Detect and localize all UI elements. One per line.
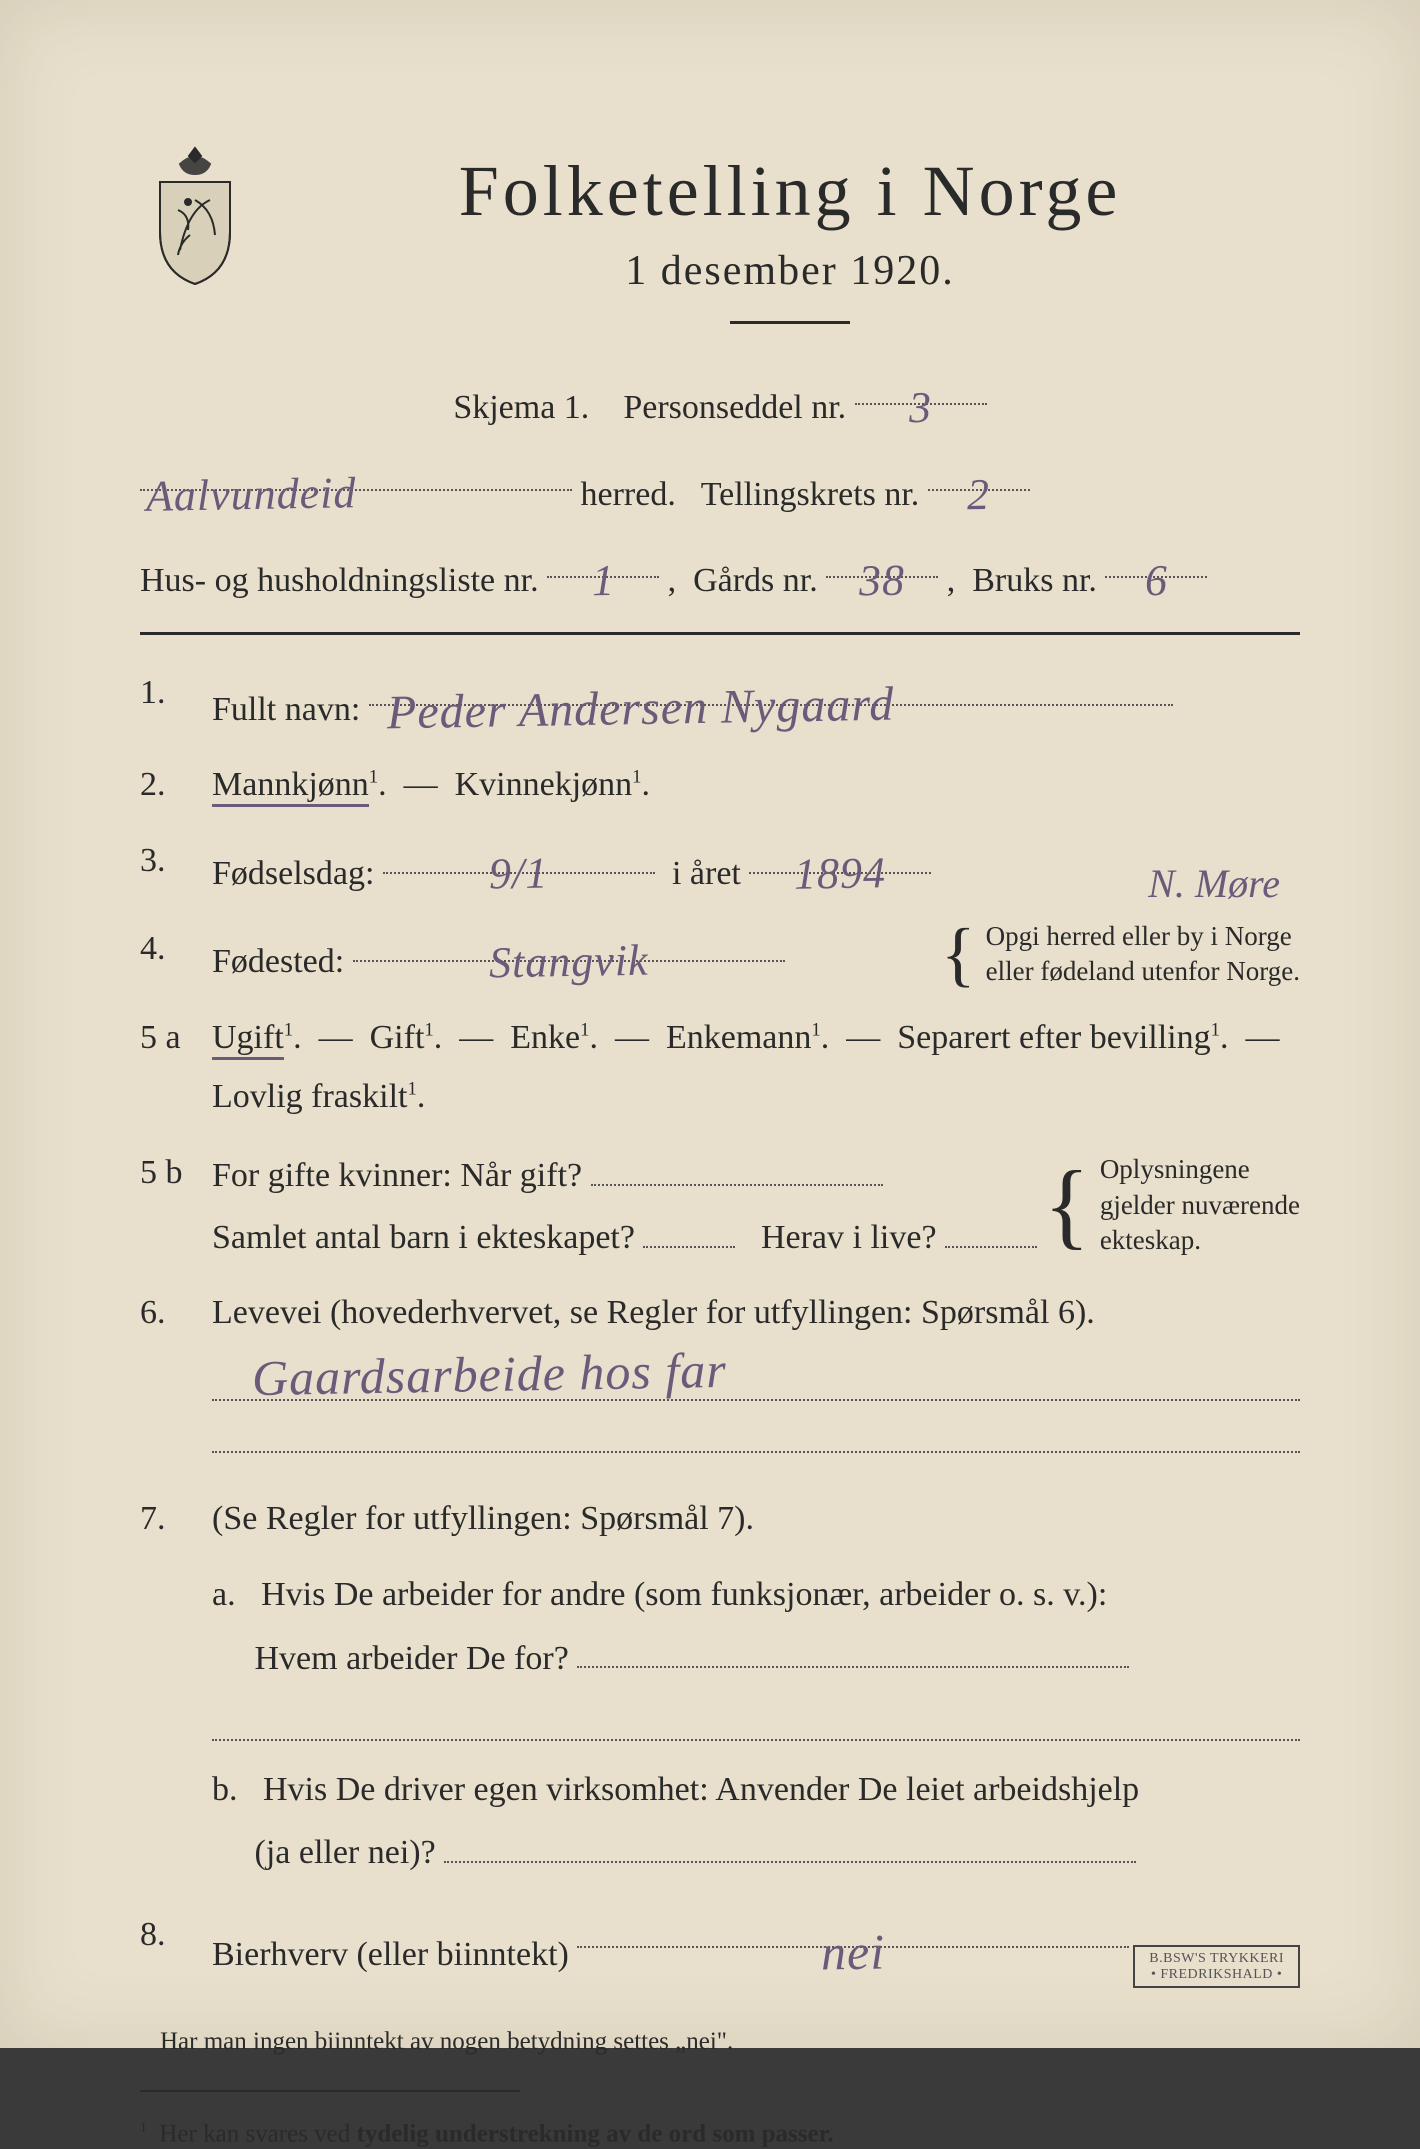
q4-note: { Opgi herred eller by i Norge eller fød…	[941, 919, 1300, 989]
main-title: Folketelling i Norge	[280, 150, 1300, 233]
meta-line-1: Skjema 1. Personseddel nr. 3	[140, 362, 1300, 441]
q5a-num: 5 a	[140, 1008, 194, 1127]
q5a-separert: Separert efter bevilling	[897, 1019, 1210, 1056]
personseddel-value: 3	[855, 362, 987, 405]
q3: 3. Fødselsdag: 9/1 i året 1894 N. Møre	[140, 831, 1300, 904]
footnote: 1 Her kan svares ved tydelig understrekn…	[140, 2120, 1300, 2148]
bruks-value: 6	[1105, 535, 1207, 578]
census-form-page: Folketelling i Norge 1 desember 1920. Sk…	[0, 0, 1420, 2048]
q6-value: Gaardsarbeide hos far	[252, 1341, 728, 1407]
meta-line-2: Aalvundeid herred. Tellingskrets nr. 2	[140, 449, 1300, 528]
q1-value: Peder Andersen Nygaard	[369, 663, 1173, 706]
q3-year: 1894	[749, 831, 931, 874]
q3-num: 3.	[140, 831, 194, 904]
title-divider	[730, 321, 850, 324]
q5a: 5 a Ugift1. — Gift1. — Enke1. — Enkemann…	[140, 1008, 1300, 1127]
q3-annotation: N. Møre	[1148, 849, 1280, 919]
q7a-text1: Hvis De arbeider for andre (som funksjon…	[261, 1576, 1107, 1613]
q7b-label: b.	[212, 1771, 238, 1808]
q6-label: Levevei (hovederhvervet, se Regler for u…	[212, 1294, 1095, 1331]
q5b-line2a: Samlet antal barn i ekteskapet?	[212, 1219, 635, 1256]
skjema-label: Skjema 1.	[453, 389, 589, 426]
husliste-label: Hus- og husholdningsliste nr.	[140, 562, 539, 599]
q6-blank-line	[212, 1411, 1300, 1453]
subtitle: 1 desember 1920.	[280, 247, 1300, 295]
q5b-note: { Oplysningene gjelder nuværende ekteska…	[1044, 1152, 1300, 1257]
herred-value: Aalvundeid	[140, 449, 572, 492]
header: Folketelling i Norge 1 desember 1920.	[140, 140, 1300, 352]
q7: 7. (Se Regler for utfyllingen: Spørsmål …	[140, 1489, 1300, 1549]
gards-label: Gårds nr.	[693, 562, 818, 599]
q7b: b. Hvis De driver egen virksomhet: Anven…	[212, 1759, 1300, 1883]
q7a: a. Hvis De arbeider for andre (som funks…	[212, 1564, 1300, 1688]
q4-num: 4.	[140, 919, 194, 992]
q2: 2. Mannkjønn1. — Kvinnekjønn1.	[140, 755, 1300, 815]
q7b-text2: (ja eller nei)?	[255, 1834, 436, 1871]
q5b-line1: For gifte kvinner: Når gift?	[212, 1157, 582, 1194]
bruks-label: Bruks nr.	[972, 562, 1097, 599]
q7a-value	[577, 1626, 1129, 1669]
q1: 1. Fullt navn: Peder Andersen Nygaard	[140, 663, 1300, 740]
q5b-gift-year	[591, 1143, 883, 1186]
footer-note: Har man ingen biinntekt av nogen betydni…	[160, 2028, 1300, 2056]
q5b-barn	[643, 1205, 735, 1248]
q2-kvinne: Kvinnekjønn	[455, 766, 633, 803]
q7a-label: a.	[212, 1576, 236, 1613]
q3-label: Fødselsdag:	[212, 855, 374, 892]
q5b-line2b: Herav i live?	[761, 1219, 937, 1256]
divider-top	[140, 632, 1300, 635]
husliste-value: 1	[547, 535, 659, 578]
tellingskrets-label: Tellingskrets nr.	[701, 476, 920, 513]
q6-num: 6.	[140, 1283, 194, 1343]
q2-num: 2.	[140, 755, 194, 815]
q8: 8. Bierhverv (eller biinntekt) nei	[140, 1905, 1300, 1985]
q7a-text2: Hvem arbeider De for?	[255, 1639, 569, 1676]
q8-label: Bierhverv (eller biinntekt)	[212, 1936, 569, 1973]
q8-value: nei	[577, 1905, 1129, 1948]
q4-value: Stangvik	[353, 919, 785, 962]
q4: 4. Fødested: Stangvik { Opgi herred elle…	[140, 919, 1300, 992]
meta-line-3: Hus- og husholdningsliste nr. 1 , Gårds …	[140, 535, 1300, 614]
coat-of-arms-icon	[140, 140, 250, 290]
q6: 6. Levevei (hovederhvervet, se Regler fo…	[140, 1283, 1300, 1343]
q7b-value	[444, 1820, 1136, 1863]
gards-value: 38	[826, 535, 938, 578]
q4-label: Fødested:	[212, 943, 344, 980]
q1-num: 1.	[140, 663, 194, 740]
herred-label: herred.	[581, 476, 676, 513]
q5b-num: 5 b	[140, 1143, 194, 1268]
q5a-ugift: Ugift	[212, 1019, 284, 1060]
title-block: Folketelling i Norge 1 desember 1920.	[280, 140, 1300, 352]
q5a-enkemann: Enkemann	[666, 1019, 811, 1056]
footnote-rule	[140, 2090, 520, 2092]
q5b-ilive	[945, 1205, 1037, 1248]
q5a-fraskilt: Lovlig fraskilt	[212, 1078, 407, 1115]
q5a-enke: Enke	[510, 1019, 580, 1056]
q1-label: Fullt navn:	[212, 691, 360, 728]
q5b: 5 b For gifte kvinner: Når gift? Samlet …	[140, 1143, 1300, 1268]
tellingskrets-value: 2	[928, 449, 1030, 492]
q3-day: 9/1	[383, 831, 655, 874]
q7a-blank-line	[212, 1699, 1300, 1741]
q2-mann: Mannkjønn	[212, 766, 369, 807]
q6-value-line: Gaardsarbeide hos far	[212, 1359, 1300, 1401]
q7-num: 7.	[140, 1489, 194, 1549]
q5a-gift: Gift	[370, 1019, 425, 1056]
personseddel-label: Personseddel nr.	[623, 389, 846, 426]
printer-stamp: B.BSW'S TRYKKERI • FREDRIKSHALD •	[1133, 1945, 1300, 1988]
q7-label: (Se Regler for utfyllingen: Spørsmål 7).	[212, 1500, 754, 1537]
q8-num: 8.	[140, 1905, 194, 1985]
q7b-text1: Hvis De driver egen virksomhet: Anvender…	[263, 1771, 1139, 1808]
q3-year-label: i året	[672, 855, 741, 892]
